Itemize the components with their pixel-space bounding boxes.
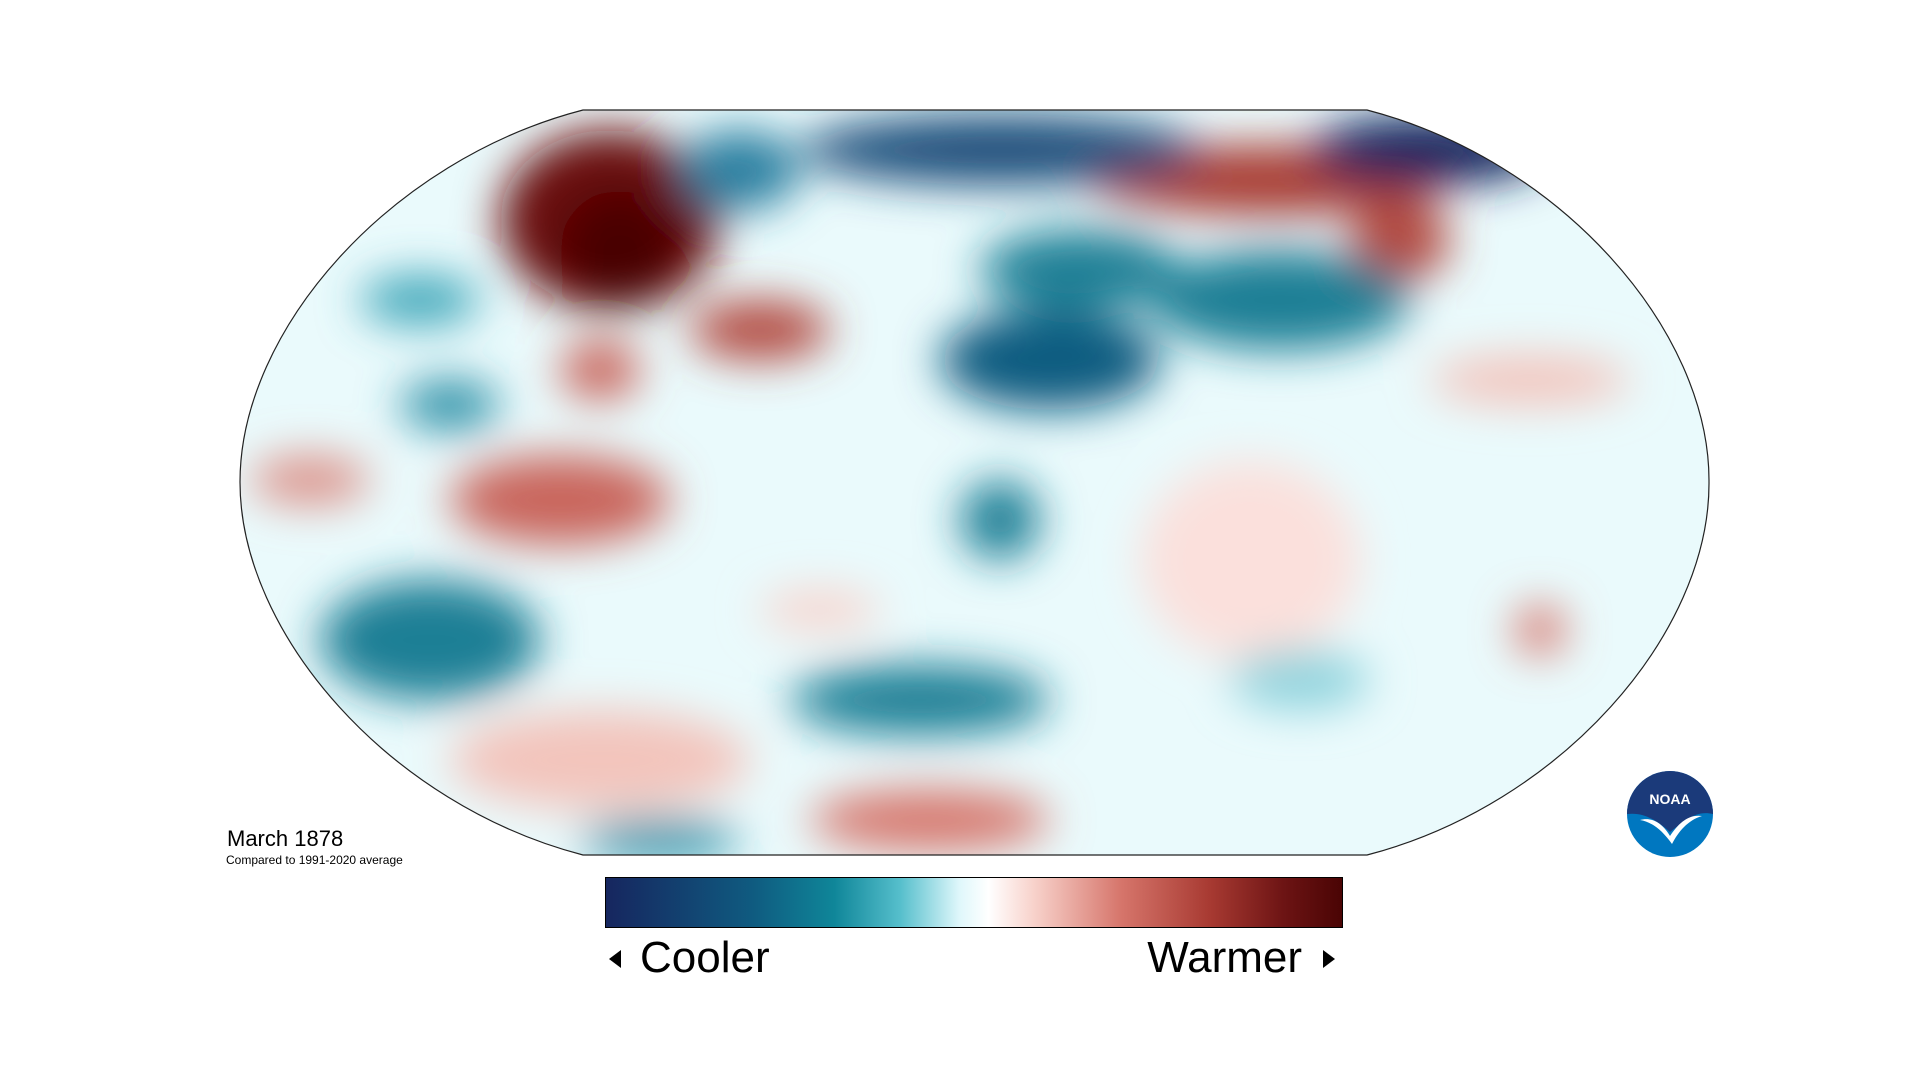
map-outline xyxy=(239,109,1710,856)
anomaly-field xyxy=(240,110,1710,855)
noaa-logo-icon: NOAA xyxy=(1627,771,1713,857)
cooler-label: Cooler xyxy=(640,933,770,982)
warmer-arrow-icon xyxy=(1323,950,1335,968)
color-scale-bar xyxy=(605,877,1343,928)
map-date: March 1878 xyxy=(227,826,344,851)
noaa-logo-text: NOAA xyxy=(1649,791,1690,807)
map-subtitle: Compared to 1991-2020 average xyxy=(226,853,403,867)
warmer-label: Warmer xyxy=(1147,933,1302,982)
cooler-arrow-icon xyxy=(609,950,621,968)
